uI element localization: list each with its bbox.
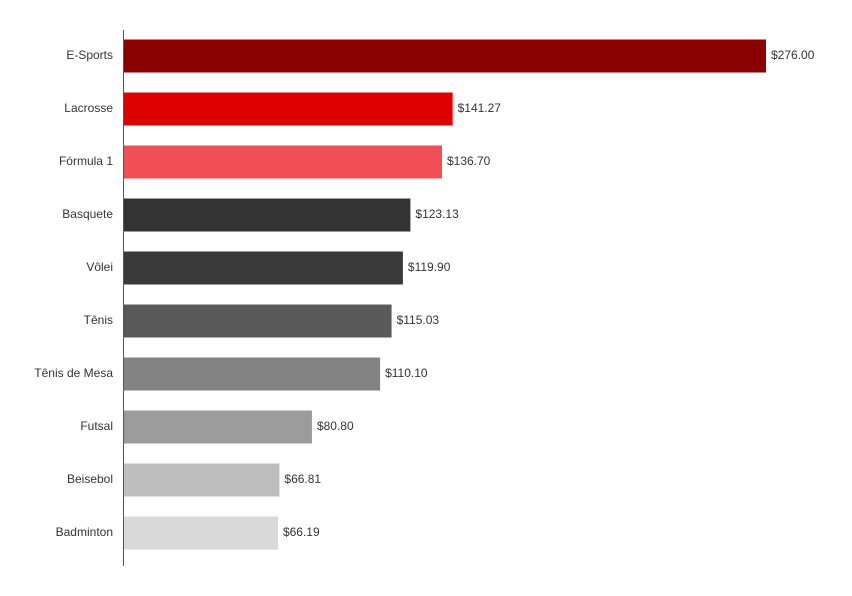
y-tick-label: Tênis [84,313,113,327]
y-tick-label: Fórmula 1 [59,154,113,168]
y-tick-label: Futsal [80,419,113,433]
data-label: $80.80 [317,419,354,433]
y-tick-label: Lacrosse [64,101,113,115]
data-label: $123.13 [415,207,459,221]
data-label: $66.81 [284,472,321,486]
data-label: $136.70 [447,154,491,168]
y-tick-label: Basquete [62,207,113,221]
y-tick-label: Vôlei [86,260,113,274]
bar [124,410,312,444]
y-tick-label: Badminton [56,525,113,539]
bar [124,304,392,338]
data-label: $110.10 [385,366,428,380]
bar [124,357,381,391]
bar [124,251,403,285]
data-label: $115.03 [397,313,440,327]
data-label: $141.27 [458,101,502,115]
data-label: $119.90 [408,260,451,274]
data-label: $66.19 [283,525,320,539]
bar [124,39,766,73]
bar [124,198,411,232]
bar [124,516,278,550]
bar [124,145,442,179]
y-tick-label: E-Sports [66,48,113,62]
data-label: $276.00 [771,48,815,62]
bar [124,463,280,497]
y-tick-label: Tênis de Mesa [34,366,113,380]
y-tick-label: Beisebol [67,472,113,486]
bar [124,92,453,126]
